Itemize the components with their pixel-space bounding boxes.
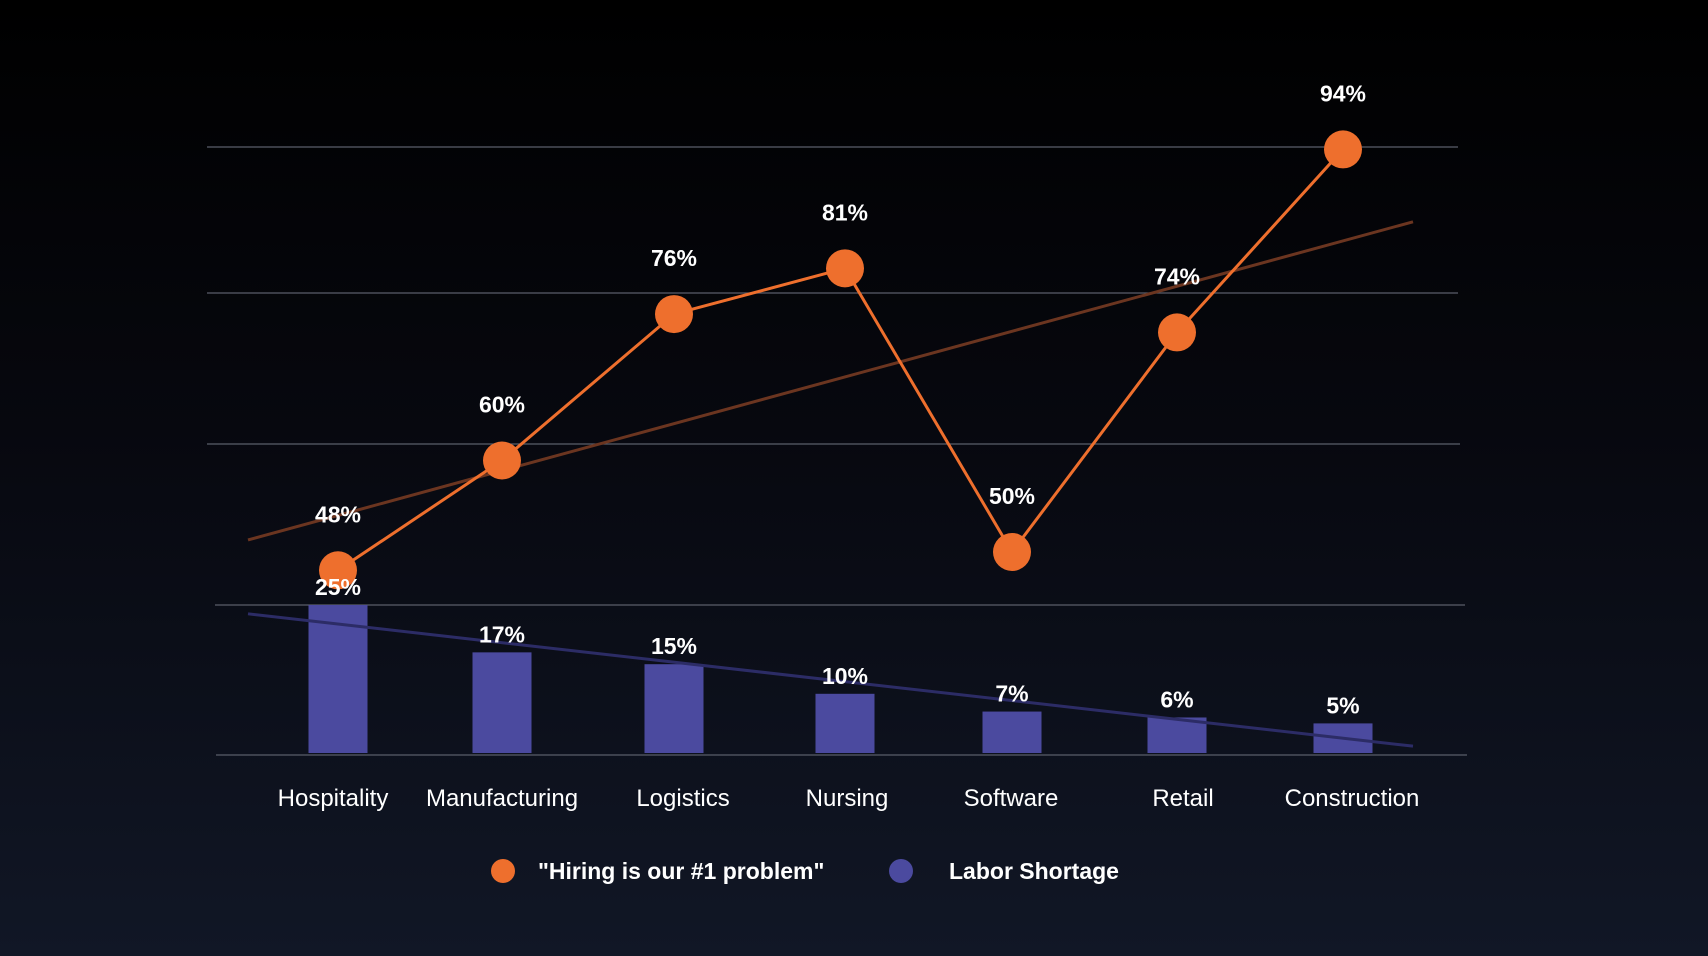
hiring-label-construction: 94%: [1320, 80, 1366, 106]
hiring-point-hospitality: [319, 551, 357, 590]
category-labels: Hospitality Manufacturing Logistics Nursing…: [278, 785, 1420, 812]
labor-shortage-trendline: [247, 612, 1414, 748]
bar-manufacturing: [472, 652, 532, 753]
category-label-construction: Construction: [1285, 785, 1420, 812]
category-label-nursing: Nursing: [806, 785, 889, 812]
hiring-point-retail: [1158, 313, 1196, 352]
labor-label-hospitality: 25%: [315, 574, 361, 600]
hiring-point-software: [993, 533, 1031, 571]
gridlines: [207, 146, 1467, 756]
legend: "Hiring is our #1 problem" Labor Shortag…: [491, 858, 1119, 884]
labor-label-construction: 5%: [1326, 692, 1359, 718]
bar-software: [982, 711, 1042, 753]
labor-label-manufacturing: 17%: [479, 621, 525, 647]
hiring-label-hospitality: 48%: [315, 501, 361, 527]
hiring-label-software: 50%: [989, 483, 1035, 509]
labor-label-software: 7%: [995, 681, 1028, 707]
hiring-point-manufacturing: [483, 441, 521, 480]
category-label-retail: Retail: [1152, 785, 1213, 812]
bar-retail: [1147, 717, 1207, 753]
category-label-software: Software: [964, 785, 1059, 812]
legend-marker-hiring: [491, 859, 515, 883]
legend-label-labor-shortage: Labor Shortage: [949, 858, 1119, 884]
labor-label-retail: 6%: [1160, 686, 1193, 712]
legend-label-hiring: "Hiring is our #1 problem": [538, 858, 824, 884]
hiring-trendline: [247, 220, 1414, 542]
category-label-hospitality: Hospitality: [278, 785, 389, 812]
hiring-label-retail: 74%: [1154, 263, 1200, 289]
bar-nursing: [815, 693, 875, 753]
labor-label-nursing: 10%: [822, 663, 868, 689]
data-labels: 48% 60% 76% 81% 50% 74% 94% 25% 17% 15% 10% 7% 6% 5%: [315, 80, 1366, 718]
hiring-label-logistics: 76%: [651, 245, 697, 271]
bar-logistics: [644, 664, 704, 753]
hiring-problem-line: [319, 130, 1362, 590]
hiring-label-manufacturing: 60%: [479, 392, 525, 418]
trendlines: [247, 220, 1414, 748]
labor-label-logistics: 15%: [651, 633, 697, 659]
category-label-logistics: Logistics: [636, 785, 729, 812]
hiring-point-nursing: [826, 249, 864, 288]
bar-hospitality: [308, 605, 368, 753]
legend-marker-labor-shortage: [889, 859, 913, 883]
hiring-point-logistics: [655, 295, 693, 334]
hiring-point-construction: [1324, 130, 1362, 169]
hiring-label-nursing: 81%: [822, 199, 868, 225]
category-label-manufacturing: Manufacturing: [426, 785, 578, 812]
